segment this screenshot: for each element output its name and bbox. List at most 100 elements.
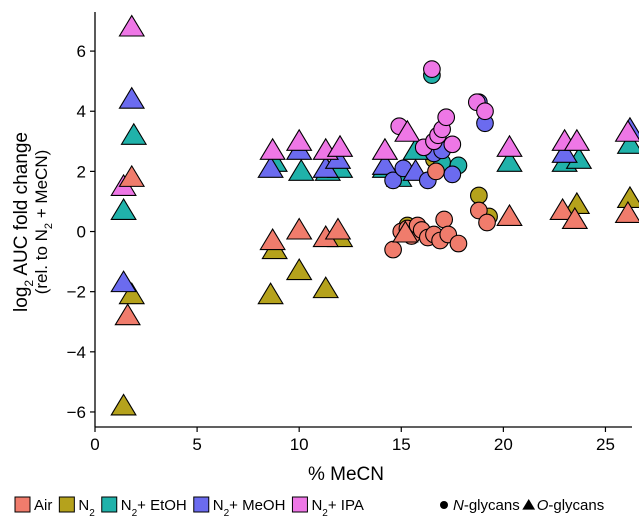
n2-o-glycan-point bbox=[257, 282, 284, 305]
n2-meoh-o-glycan-point bbox=[257, 155, 284, 178]
legend-shape-label: N-glycans bbox=[453, 497, 520, 514]
n2-ipa-o-glycan-point bbox=[496, 134, 523, 157]
y-tick-label: −6 bbox=[67, 403, 86, 422]
legend-label-part: O bbox=[537, 497, 549, 514]
air-o-glycan-point bbox=[324, 217, 352, 240]
x-tick-label: 10 bbox=[290, 435, 309, 454]
legend-label-part: -glycans bbox=[548, 497, 604, 514]
n2-o-glycan-point bbox=[110, 393, 137, 416]
y-tick-label: 6 bbox=[77, 42, 86, 61]
legend-label-part: 2 bbox=[224, 508, 230, 519]
y-tick-label: 0 bbox=[77, 223, 86, 242]
legend-label-part: N bbox=[213, 497, 224, 514]
y-axis-subtitle-post: + MeCN) bbox=[32, 150, 51, 223]
legend-label-part: 2 bbox=[322, 508, 328, 519]
y-tick-label: −2 bbox=[67, 283, 86, 302]
x-tick-label: 5 bbox=[192, 435, 201, 454]
y-axis-subtitle-subscript: 2 bbox=[43, 223, 55, 229]
legend-label-part: 2 bbox=[89, 508, 95, 519]
air-o-glycan-point bbox=[114, 303, 141, 326]
y-axis-title: log2 AUC fold change bbox=[11, 132, 36, 312]
n2-ipa-o-glycan-point bbox=[563, 128, 591, 151]
n2-meoh-o-glycan-point bbox=[371, 152, 399, 175]
n2-o-glycan-point bbox=[312, 276, 340, 299]
n2-etoh-o-glycan-point bbox=[120, 122, 148, 145]
legend-swatch bbox=[101, 496, 118, 513]
legend-label-part: N bbox=[78, 497, 89, 514]
air-o-glycan-point bbox=[496, 203, 523, 227]
n2-ipa-o-glycan-point bbox=[285, 128, 313, 151]
y-tick-label: −4 bbox=[67, 343, 86, 362]
data-points bbox=[110, 14, 639, 416]
n2-meoh-o-glycan-point bbox=[118, 86, 146, 109]
legend-label: N2 bbox=[78, 497, 95, 519]
n2-o-glycan-point bbox=[118, 282, 146, 305]
y-tick-label: 2 bbox=[77, 162, 86, 181]
x-ticks: 0 5 10 15 20 25 bbox=[90, 427, 615, 454]
y-ticks: −6 −4 −2 0 2 4 6 bbox=[67, 42, 95, 422]
n2-ipa-o-glycan-point bbox=[326, 134, 354, 157]
n2-etoh-o-glycan-point bbox=[496, 149, 523, 172]
legend-label-part: + MeOH bbox=[229, 497, 285, 514]
air-o-glycan-point bbox=[285, 217, 313, 240]
n2-ipa-n-glycan-point bbox=[437, 108, 456, 127]
axes: 0 5 10 15 20 25 −6 −4 −2 0 2 4 6 bbox=[67, 12, 632, 454]
n2-meoh-n-glycan-point bbox=[443, 165, 462, 184]
n2-ipa-o-glycan-point bbox=[614, 119, 639, 142]
air-n-glycan-point bbox=[384, 240, 402, 259]
air-n-glycan-point bbox=[478, 213, 496, 232]
legend-label-part: N bbox=[453, 497, 464, 514]
legend-label: Air bbox=[34, 497, 52, 514]
x-tick-label: 25 bbox=[596, 435, 615, 454]
legend: Air N2 N2+ EtOH N2+ MeOH N2+ IPA N-glycans O-g… bbox=[14, 496, 605, 519]
y-axis-title-main: log bbox=[11, 287, 32, 312]
legend-label: N2+ IPA bbox=[311, 497, 363, 519]
n2-ipa-o-glycan-point bbox=[118, 14, 146, 37]
air-n-glycan-point bbox=[427, 162, 445, 181]
legend-swatch bbox=[291, 496, 308, 513]
legend-label-part: + IPA bbox=[328, 497, 364, 514]
legend-swatch bbox=[58, 496, 75, 513]
n2-ipa-o-glycan-point bbox=[259, 137, 286, 160]
legend-label: N2+ MeOH bbox=[213, 497, 286, 519]
air-o-glycan-point bbox=[392, 220, 419, 243]
n2-ipa-n-glycan-point bbox=[423, 60, 441, 78]
x-tick-label: 20 bbox=[494, 435, 513, 454]
n2-ipa-n-glycan-point bbox=[443, 135, 462, 154]
legend-shape-label: O-glycans bbox=[537, 497, 605, 514]
legend-label-part: 2 bbox=[132, 508, 138, 519]
legend-label-part: -glycans bbox=[464, 497, 520, 514]
n2-meoh-n-glycan-point bbox=[384, 171, 402, 190]
legend-label-part: N bbox=[121, 497, 132, 514]
air-n-glycan-point bbox=[449, 234, 468, 253]
n2-meoh-o-glycan-point bbox=[110, 270, 137, 293]
air-o-glycan-point bbox=[561, 206, 589, 230]
legend-swatch bbox=[193, 496, 210, 513]
y-axis-title-subscript: 2 bbox=[22, 280, 36, 287]
n2-etoh-o-glycan-point bbox=[287, 158, 315, 181]
x-tick-label: 15 bbox=[392, 435, 411, 454]
x-axis-title: % MeCN bbox=[308, 464, 384, 485]
n2-etoh-o-glycan-point bbox=[110, 197, 137, 220]
n2-ipa-o-glycan-point bbox=[394, 119, 421, 142]
air-o-glycan-point bbox=[118, 164, 146, 187]
n2-ipa-o-glycan-point bbox=[371, 137, 399, 160]
legend-label-part: + EtOH bbox=[137, 497, 187, 514]
x-tick-label: 0 bbox=[90, 435, 99, 454]
n2-ipa-n-glycan-point bbox=[476, 102, 494, 121]
legend-n-glycan-circle-icon bbox=[440, 501, 448, 509]
air-o-glycan-point bbox=[614, 200, 639, 224]
air-o-glycan-point bbox=[259, 227, 286, 251]
y-tick-label: 4 bbox=[77, 102, 86, 121]
legend-label-part: Air bbox=[34, 497, 52, 514]
air-o-glycan-point bbox=[549, 197, 576, 220]
y-axis-subtitle: (rel. to N2 + MeCN) bbox=[32, 150, 55, 295]
n2-meoh-o-glycan-point bbox=[551, 140, 578, 163]
y-axis-title-rest: AUC fold change bbox=[11, 132, 32, 280]
legend-label: N2+ EtOH bbox=[121, 497, 187, 519]
legend-label-part: N bbox=[311, 497, 322, 514]
legend-swatch bbox=[14, 496, 31, 513]
n2-etoh-o-glycan-point bbox=[616, 131, 639, 154]
